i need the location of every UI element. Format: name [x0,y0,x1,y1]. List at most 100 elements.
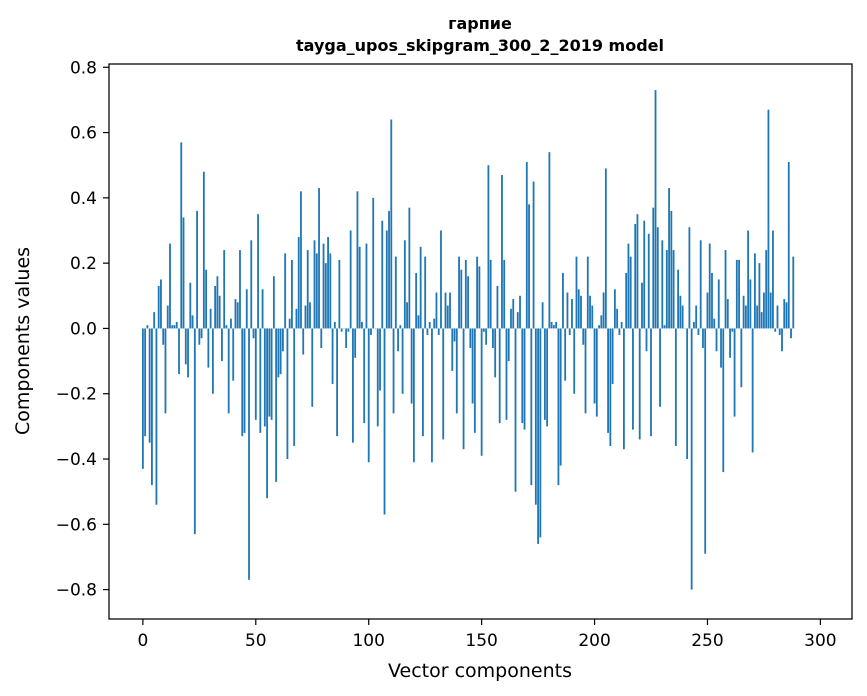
bar [379,328,381,391]
bar [277,328,280,378]
bar [650,328,652,437]
bar [148,328,151,443]
bar [677,269,680,329]
bar [272,276,275,329]
bar [697,328,700,335]
bar [221,328,223,362]
bar [173,325,176,329]
bar [525,161,528,329]
bar [336,328,338,437]
bar [214,286,217,329]
bar [435,292,438,329]
bar [315,253,318,329]
bar [555,321,558,329]
bar [686,328,689,460]
bar [552,325,555,329]
bar [641,282,643,329]
bar [216,276,219,329]
bar [270,328,273,420]
bar [415,272,418,329]
bar [331,328,334,384]
bar [227,328,230,414]
bar [690,328,693,590]
x-tick-label: 300 [804,631,836,651]
bar [352,328,354,443]
bar [498,328,501,424]
bar [356,191,359,329]
bar [541,302,544,329]
bar [157,286,160,329]
bar [462,328,465,450]
bar [403,240,406,329]
bar [155,328,158,505]
bar [711,272,713,329]
bar [306,250,309,329]
bar [665,250,668,329]
bar [320,328,323,349]
bar [778,328,781,335]
bar [300,191,302,329]
bar [318,188,320,329]
bar [731,328,734,332]
bar [568,328,571,335]
bar [268,328,271,417]
bar [193,328,196,535]
bar [164,328,167,414]
bar [388,210,390,329]
bar [480,328,483,456]
bar [141,328,144,469]
bar [288,318,291,329]
bar [602,292,605,329]
bar [180,142,183,329]
y-tick-label: −0.8 [56,581,97,601]
bar [537,328,539,544]
bar [604,168,607,329]
bar [607,328,609,433]
x-tick-label: 150 [465,631,497,651]
bar [471,328,474,404]
bar [564,328,567,381]
bar [586,256,589,329]
bar [340,328,343,332]
bar [385,230,388,329]
x-tick-label: 200 [578,631,610,651]
bar [390,119,393,329]
bar [297,237,300,329]
bar [467,276,469,329]
bar [751,328,754,453]
bar [259,328,262,433]
bar [245,289,248,329]
bar [543,328,546,420]
bar [198,328,201,345]
bar [426,328,429,335]
bar [753,253,756,329]
bar [419,246,422,329]
bar [623,328,625,450]
bar [261,289,264,329]
bar [783,299,786,329]
bar [616,308,619,329]
bars-group [141,90,795,590]
bar [769,292,772,329]
bar [381,220,384,329]
bar [489,259,492,329]
bar [302,328,305,355]
bar [485,328,488,345]
bar [620,321,623,329]
bar [790,328,792,339]
bar [611,328,614,384]
bar [428,321,431,329]
bar [412,328,415,463]
bar [693,321,695,329]
bar [507,328,510,362]
bar [582,328,585,345]
bar [661,240,664,329]
bar [311,328,314,407]
bar [720,328,722,368]
bar [503,259,506,329]
bar [232,328,235,381]
bar [548,152,551,329]
bar [455,328,458,414]
y-tick-label: −0.6 [56,515,97,535]
bar [223,250,226,329]
